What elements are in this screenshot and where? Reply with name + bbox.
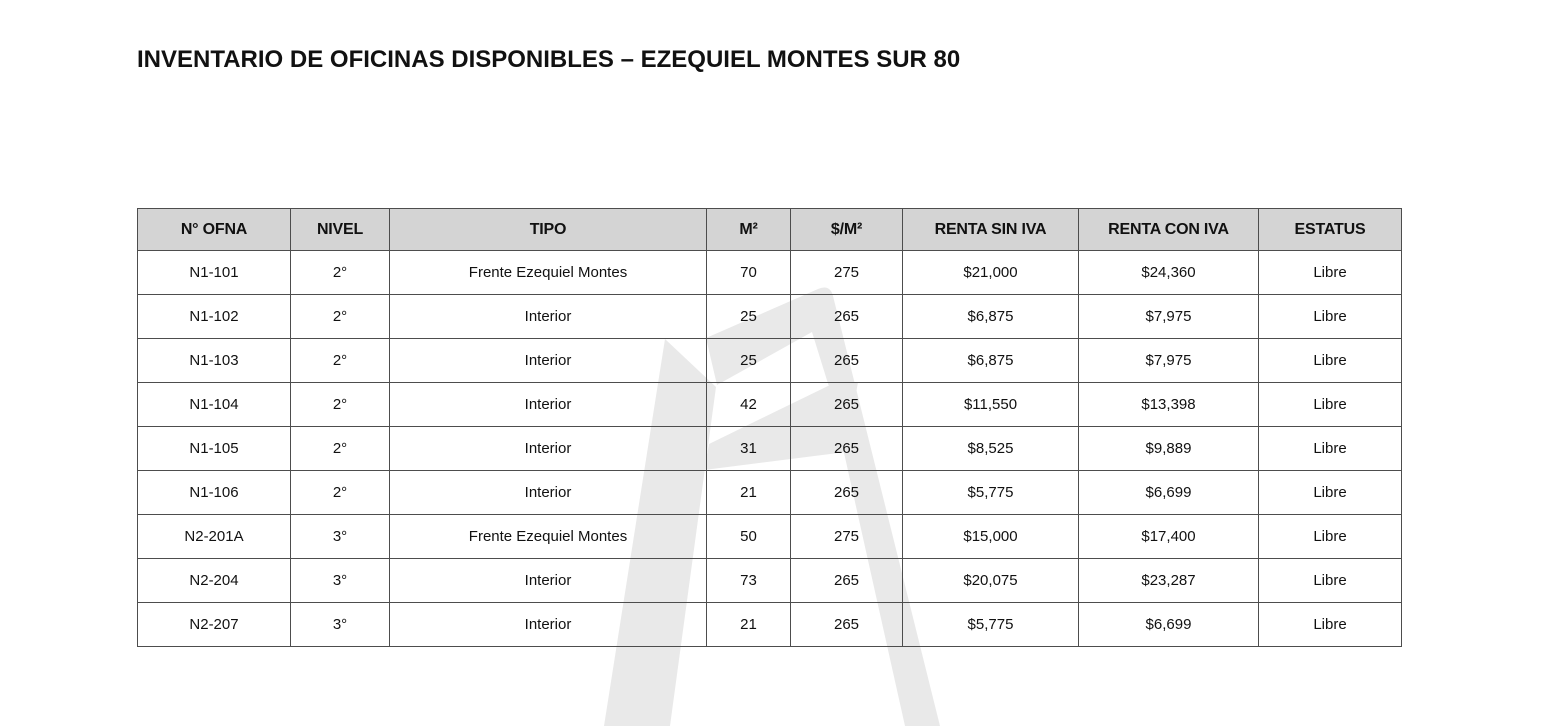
table-row: N1-105 2° Interior 31 265 $8,525 $9,889 Libre <box>137 426 1402 471</box>
table-cell: N1-105 <box>137 426 291 471</box>
table-cell: 265 <box>790 338 903 383</box>
table-cell: 275 <box>790 514 903 559</box>
table-cell: 50 <box>706 514 791 559</box>
table-row: N1-106 2° Interior 21 265 $5,775 $6,699 Libre <box>137 470 1402 515</box>
table-cell: $11,550 <box>902 382 1079 427</box>
table-cell: Libre <box>1258 558 1402 603</box>
table-cell: $6,875 <box>902 338 1079 383</box>
table-header-row: N° OFNA NIVEL TIPO M² $/M² RENTA SIN IVA RENTA… <box>137 208 1402 251</box>
table-cell: Libre <box>1258 602 1402 647</box>
table-cell: Libre <box>1258 250 1402 295</box>
table-cell: Frente Ezequiel Montes <box>389 250 707 295</box>
table-cell: $9,889 <box>1078 426 1259 471</box>
column-header-4: $/M² <box>790 208 903 251</box>
column-header-0: N° OFNA <box>137 208 291 251</box>
table-cell: $7,975 <box>1078 294 1259 339</box>
table-cell: 3° <box>290 558 390 603</box>
table-cell: Libre <box>1258 470 1402 515</box>
table-cell: Frente Ezequiel Montes <box>389 514 707 559</box>
inventory-table: N° OFNA NIVEL TIPO M² $/M² RENTA SIN IVA RENTA… <box>137 208 1402 647</box>
table-cell: $20,075 <box>902 558 1079 603</box>
table-cell: N1-103 <box>137 338 291 383</box>
table-cell: Libre <box>1258 382 1402 427</box>
table-cell: 2° <box>290 294 390 339</box>
table-cell: 2° <box>290 426 390 471</box>
column-header-5: RENTA SIN IVA <box>902 208 1079 251</box>
table-cell: 265 <box>790 294 903 339</box>
table-cell: Libre <box>1258 514 1402 559</box>
table-cell: $6,699 <box>1078 470 1259 515</box>
table-cell: $23,287 <box>1078 558 1259 603</box>
table-row: N2-207 3° Interior 21 265 $5,775 $6,699 Libre <box>137 602 1402 647</box>
table-cell: 2° <box>290 382 390 427</box>
table-cell: Interior <box>389 294 707 339</box>
table-cell: 3° <box>290 514 390 559</box>
table-cell: N1-104 <box>137 382 291 427</box>
table-row: N2-201A 3° Frente Ezequiel Montes 50 275 $15,… <box>137 514 1402 559</box>
column-header-3: M² <box>706 208 791 251</box>
table-cell: Libre <box>1258 294 1402 339</box>
table-cell: 31 <box>706 426 791 471</box>
table-cell: $6,699 <box>1078 602 1259 647</box>
column-header-1: NIVEL <box>290 208 390 251</box>
table-cell: Interior <box>389 602 707 647</box>
table-cell: 265 <box>790 602 903 647</box>
table-cell: Interior <box>389 558 707 603</box>
table-cell: $15,000 <box>902 514 1079 559</box>
table-cell: $5,775 <box>902 602 1079 647</box>
table-cell: $13,398 <box>1078 382 1259 427</box>
table-cell: 73 <box>706 558 791 603</box>
table-cell: 265 <box>790 470 903 515</box>
table-cell: Libre <box>1258 426 1402 471</box>
table-cell: 265 <box>790 382 903 427</box>
table-cell: 70 <box>706 250 791 295</box>
table-cell: 2° <box>290 250 390 295</box>
table-cell: Interior <box>389 426 707 471</box>
table-body: N1-101 2° Frente Ezequiel Montes 70 275 $21,0… <box>137 250 1402 647</box>
table-cell: 25 <box>706 294 791 339</box>
table-cell: N1-106 <box>137 470 291 515</box>
table-cell: N2-201A <box>137 514 291 559</box>
table-row: N2-204 3° Interior 73 265 $20,075 $23,287 Libre <box>137 558 1402 603</box>
table-cell: N2-204 <box>137 558 291 603</box>
table-row: N1-104 2° Interior 42 265 $11,550 $13,398 Libre <box>137 382 1402 427</box>
table-cell: $7,975 <box>1078 338 1259 383</box>
table-row: N1-101 2° Frente Ezequiel Montes 70 275 $21,0… <box>137 250 1402 295</box>
table-cell: 275 <box>790 250 903 295</box>
column-header-2: TIPO <box>389 208 707 251</box>
table-cell: 25 <box>706 338 791 383</box>
table-cell: N2-207 <box>137 602 291 647</box>
table-cell: 265 <box>790 558 903 603</box>
page-title: INVENTARIO DE OFICINAS DISPONIBLES – EZE… <box>137 46 961 73</box>
table-cell: Libre <box>1258 338 1402 383</box>
table-cell: 2° <box>290 470 390 515</box>
table-cell: 21 <box>706 470 791 515</box>
table-cell: 2° <box>290 338 390 383</box>
table-cell: N1-102 <box>137 294 291 339</box>
column-header-7: ESTATUS <box>1258 208 1402 251</box>
table-cell: $5,775 <box>902 470 1079 515</box>
table-cell: 21 <box>706 602 791 647</box>
table-cell: $24,360 <box>1078 250 1259 295</box>
table-cell: $21,000 <box>902 250 1079 295</box>
column-header-6: RENTA CON IVA <box>1078 208 1259 251</box>
table-cell: 42 <box>706 382 791 427</box>
table-cell: $8,525 <box>902 426 1079 471</box>
table-cell: Interior <box>389 382 707 427</box>
table-cell: $17,400 <box>1078 514 1259 559</box>
table-cell: Interior <box>389 338 707 383</box>
table-cell: 3° <box>290 602 390 647</box>
table-row: N1-102 2° Interior 25 265 $6,875 $7,975 Libre <box>137 294 1402 339</box>
table-cell: $6,875 <box>902 294 1079 339</box>
table-row: N1-103 2° Interior 25 265 $6,875 $7,975 Libre <box>137 338 1402 383</box>
table-cell: N1-101 <box>137 250 291 295</box>
table-cell: Interior <box>389 470 707 515</box>
table-cell: 265 <box>790 426 903 471</box>
